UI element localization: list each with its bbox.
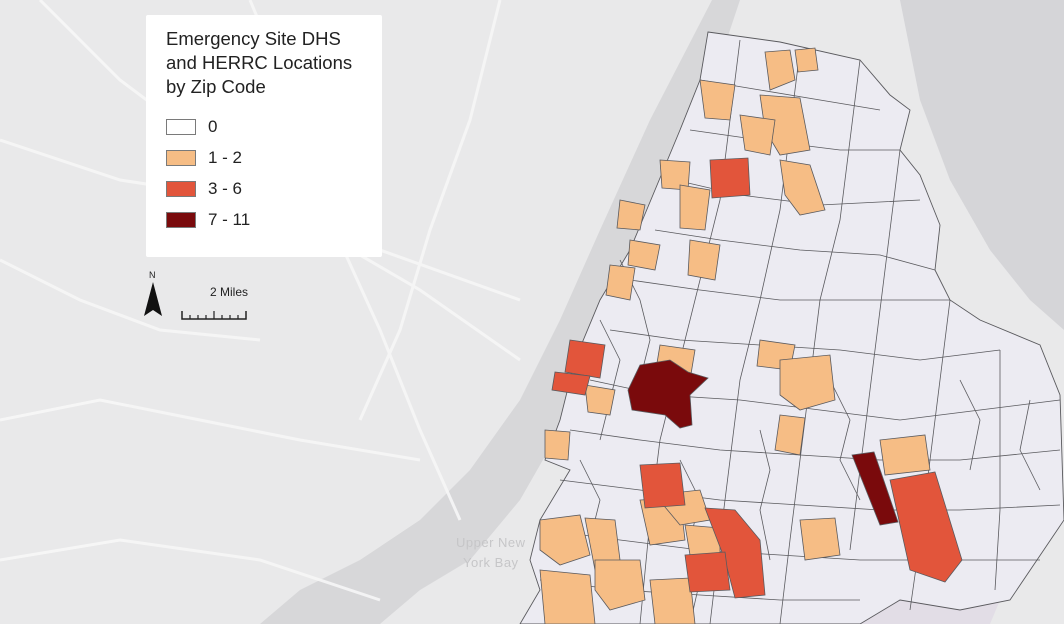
zip-1-2 (879, 434, 931, 476)
scale-bar-icon (181, 311, 247, 320)
zip-1-2 (605, 264, 636, 301)
legend-swatch-7-11 (166, 211, 196, 228)
zip-1-2 (627, 239, 661, 271)
legend-swatch-0 (166, 118, 196, 135)
zip-1-2 (764, 49, 796, 91)
legend-item-1-2: 1 - 2 (166, 142, 382, 173)
zip-3-6 (889, 471, 963, 583)
zip-3-6 (639, 462, 686, 509)
north-arrow-icon (144, 282, 162, 316)
zip-3-6 (564, 339, 606, 379)
zip-1-2 (544, 429, 571, 461)
north-arrow: N (141, 270, 167, 320)
zip-1-2 (584, 384, 616, 416)
legend-title-line: and HERRC Locations (166, 52, 353, 73)
legend-title-line: by Zip Code (166, 76, 266, 97)
zip-1-2 (739, 114, 776, 156)
legend-item-7-11: 7 - 11 (166, 204, 382, 235)
legend-items: 0 1 - 2 3 - 6 7 - 11 (166, 111, 382, 235)
hudson-river (260, 0, 740, 624)
legend-swatch-1-2 (166, 149, 196, 166)
zip-1-2 (616, 199, 646, 231)
legend-label-0: 0 (208, 116, 218, 136)
scale-label: 2 Miles (210, 285, 249, 299)
zip-1-2 (779, 354, 836, 411)
zip-7-11 (627, 359, 709, 429)
water-label-line1: Upper New (456, 535, 526, 550)
legend-label-3-6: 3 - 6 (208, 178, 243, 198)
zip-1-2 (679, 184, 711, 231)
zip-3-6 (684, 551, 731, 593)
zip-1-2 (799, 517, 841, 561)
zip-3-6 (709, 157, 751, 199)
legend-item-0: 0 (166, 111, 382, 142)
zip-1-2 (594, 559, 646, 611)
scale-bar: 2 Miles (180, 285, 252, 321)
zip-1-2 (659, 159, 691, 191)
legend-item-3-6: 3 - 6 (166, 173, 382, 204)
legend-title-line: Emergency Site DHS (166, 28, 341, 49)
legend-title: Emergency Site DHS and HERRC Locations b… (166, 27, 382, 99)
north-letter: N (149, 270, 156, 280)
legend-label-1-2: 1 - 2 (208, 147, 243, 167)
zip-7-11 (851, 451, 899, 526)
legend-swatch-3-6 (166, 180, 196, 197)
zip-1-2 (699, 79, 736, 121)
zip-1-2 (779, 159, 826, 216)
zip-1-2 (649, 577, 696, 624)
zip-layer (519, 31, 1064, 624)
zip-3-6 (551, 371, 591, 396)
zip-1-2 (539, 514, 591, 566)
legend-label-7-11: 7 - 11 (208, 209, 251, 229)
long-island-sound (900, 0, 1064, 330)
map-legend: Emergency Site DHS and HERRC Locations b… (146, 15, 382, 257)
zip-1-2 (687, 239, 721, 281)
zip-1-2 (794, 47, 819, 73)
zip-1-2 (539, 569, 596, 624)
water-label-line2: York Bay (463, 555, 519, 570)
zip-1-2 (774, 414, 806, 456)
